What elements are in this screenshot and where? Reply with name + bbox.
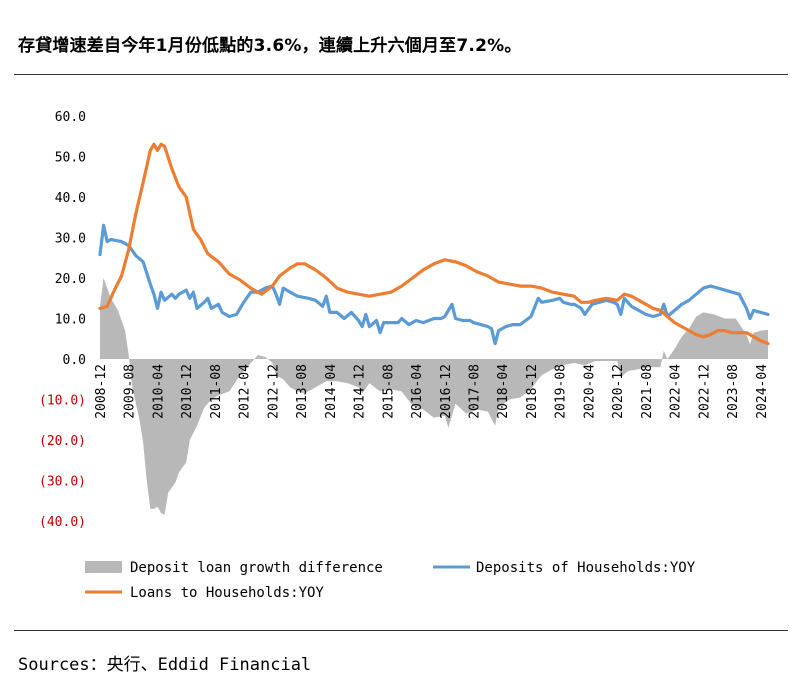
- y-tick-label: (20.0): [39, 434, 86, 449]
- x-tick-label: 2011-08: [209, 364, 224, 419]
- y-tick-label: 50.0: [55, 151, 86, 166]
- legend-swatch-difference: [85, 561, 122, 573]
- x-tick-label: 2012-04: [238, 364, 253, 419]
- x-tick-label: 2014-12: [353, 364, 368, 419]
- y-tick-label: 20.0: [55, 272, 86, 287]
- x-tick-label: 2016-12: [439, 364, 454, 419]
- x-tick-label: 2013-08: [295, 364, 310, 419]
- x-tick-label: 2015-08: [381, 364, 396, 419]
- x-tick-label: 2010-12: [180, 364, 195, 419]
- y-tick-label: 10.0: [55, 313, 86, 328]
- series-line-deposits: [98, 223, 770, 346]
- y-tick-label: (40.0): [39, 515, 86, 530]
- x-tick-label: 2014-04: [324, 364, 339, 419]
- y-tick-label: 60.0: [55, 110, 86, 125]
- x-tick-label: 2020-12: [611, 364, 626, 419]
- y-tick-label: 40.0: [55, 191, 86, 206]
- chart: 60.0 50.0 40.0 30.0 20.0 10.0 0.0 (10.0) (20.0) (…: [39, 110, 770, 601]
- series-line-loans: [98, 142, 770, 346]
- x-tick-label: 2020-04: [582, 364, 597, 419]
- x-tick-label: 2023-08: [726, 364, 741, 419]
- legend-label-difference: Deposit loan growth difference: [130, 560, 383, 576]
- legend: Deposit loan growth difference Deposits …: [85, 560, 696, 601]
- x-tick-label: 2021-08: [640, 364, 655, 419]
- x-tick-label: 2018-12: [525, 364, 540, 419]
- series-area-deposit-loan-difference: [100, 278, 768, 515]
- legend-label-deposits: Deposits of Households:YOY: [476, 560, 696, 576]
- x-tick-label: 2017-08: [468, 364, 483, 419]
- legend-label-loans: Loans to Households:YOY: [130, 585, 324, 601]
- x-tick-label: 2022-12: [697, 364, 712, 419]
- x-tick-label: 2018-04: [496, 364, 511, 419]
- series-line-layer: [98, 142, 770, 346]
- x-tick-label: 2022-04: [669, 364, 684, 419]
- y-tick-label: 0.0: [63, 353, 86, 368]
- y-tick-label: (10.0): [39, 394, 86, 409]
- difference-area-layer: [100, 278, 768, 515]
- y-tick-label: 30.0: [55, 232, 86, 247]
- x-tick-label: 2010-04: [152, 364, 167, 419]
- y-tick-label: (30.0): [39, 475, 86, 490]
- y-axis-tick-labels: 60.0 50.0 40.0 30.0 20.0 10.0 0.0 (10.0) (20.0) (…: [39, 110, 86, 530]
- x-tick-label: 2012-12: [266, 364, 281, 419]
- x-tick-label: 2019-08: [554, 364, 569, 419]
- x-tick-label: 2008-12: [94, 364, 109, 419]
- x-tick-label: 2024-04: [755, 364, 770, 419]
- bottom-divider: [14, 630, 788, 631]
- top-divider: [14, 74, 788, 75]
- source-note: Sources：央行、Eddid Financial: [18, 655, 312, 675]
- x-tick-label: 2016-04: [410, 364, 425, 419]
- x-tick-label: 2009-08: [123, 364, 138, 419]
- page-title: 存貸增速差自今年1月份低點的3.6%，連續上升六個月至7.2%。: [18, 36, 522, 56]
- x-axis-tick-labels: 2008-12 2009-08 2010-04 2010-12 2011-08 2012-…: [94, 364, 770, 419]
